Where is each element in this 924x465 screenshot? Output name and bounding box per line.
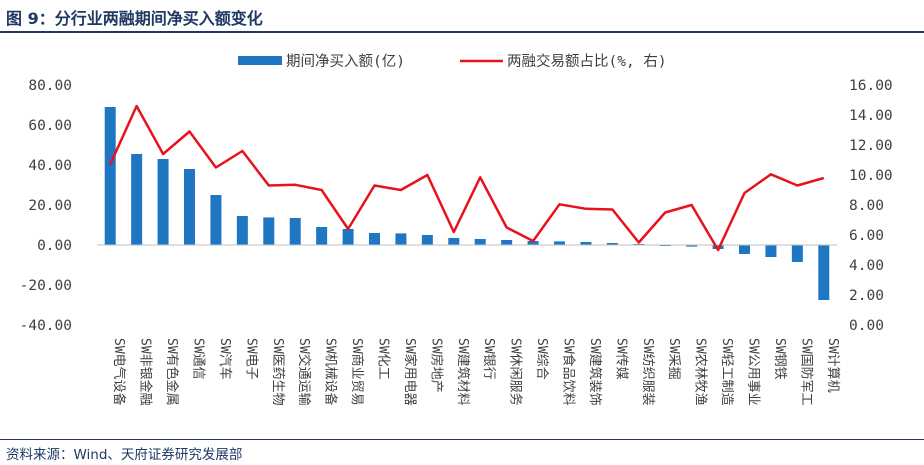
right-tick-label: 16.00 — [849, 78, 893, 94]
left-axis: 80.00 60.00 40.00 20.00 0.00 -20.00 -40.00 — [20, 78, 72, 334]
bar — [739, 245, 750, 254]
bar — [527, 241, 539, 245]
category-label: SW房地产 — [428, 338, 444, 393]
category-label: SW食品饮料 — [561, 338, 577, 406]
legend-bar-swatch — [238, 56, 282, 65]
footer-divider — [0, 439, 924, 440]
chart: 期间净买入额(亿) 两融交易额占比(%, 右) 80.00 60.00 40.00 2… — [20, 52, 893, 406]
category-label: SW汽车 — [217, 338, 233, 380]
bar — [236, 216, 248, 245]
bar — [448, 238, 460, 245]
ratio-line-series — [109, 104, 825, 252]
bar-series — [104, 107, 830, 300]
bar — [606, 243, 618, 245]
right-tick-label: 0.00 — [849, 318, 884, 334]
bar — [686, 245, 698, 247]
right-tick-label: 12.00 — [849, 138, 893, 154]
category-label: SW纺织服装 — [640, 338, 655, 406]
bar — [765, 245, 777, 257]
bar — [263, 217, 275, 245]
bar — [184, 169, 195, 245]
bar — [712, 245, 724, 249]
bar — [289, 218, 301, 245]
bar — [818, 245, 830, 300]
bar — [157, 159, 169, 245]
category-label: SW钢铁 — [772, 338, 787, 380]
legend-line-label: 两融交易额占比(%, 右) — [507, 52, 667, 70]
left-tick-label: -40.00 — [20, 318, 72, 334]
category-label: SW计算机 — [825, 338, 840, 393]
category-labels: SW电气设备 SW非银金融 SW有色金属 SW通信 SW汽车 SW电子 SW医药生物 SW交通… — [111, 338, 840, 406]
category-label: SW银行 — [481, 338, 496, 380]
category-label: SW非银金融 — [138, 338, 154, 406]
category-label: SW家用电器 — [402, 338, 418, 406]
category-label: SW采掘 — [666, 338, 681, 380]
category-label: SW机械设备 — [323, 338, 339, 406]
left-tick-label: 40.00 — [28, 158, 72, 174]
bar — [210, 195, 222, 245]
category-label: SW医药生物 — [270, 338, 285, 406]
category-label: SW有色金属 — [164, 338, 180, 406]
category-label: SW化工 — [376, 338, 391, 380]
category-label: SW通信 — [191, 338, 206, 380]
bar — [554, 241, 565, 245]
category-label: SW轻工制造 — [719, 338, 734, 406]
left-tick-label: -20.00 — [20, 278, 72, 294]
category-label: SW电气设备 — [111, 338, 127, 406]
left-tick-label: 60.00 — [28, 118, 72, 134]
left-tick-label: 0.00 — [37, 238, 72, 254]
bar — [369, 233, 380, 245]
category-label: SW公用事业 — [746, 338, 761, 406]
category-label: SW商业贸易 — [349, 338, 364, 406]
left-tick-label: 80.00 — [28, 78, 72, 94]
bar — [580, 242, 592, 245]
category-label: SW传媒 — [613, 338, 628, 380]
title-divider — [0, 31, 924, 33]
category-label: SW国防军工 — [798, 338, 814, 406]
chart-legend: 期间净买入额(亿) 两融交易额占比(%, 右) — [238, 52, 667, 70]
bar — [395, 233, 407, 245]
right-tick-label: 8.00 — [849, 198, 884, 214]
bar — [791, 245, 803, 262]
right-tick-label: 2.00 — [849, 288, 884, 304]
bar — [104, 107, 116, 245]
right-tick-label: 6.00 — [849, 228, 884, 244]
category-label: SW建筑装饰 — [587, 338, 603, 406]
bar — [501, 240, 513, 245]
category-label: SW综合 — [534, 338, 549, 380]
left-tick-label: 20.00 — [28, 198, 72, 214]
category-label: SW休闲服务 — [508, 338, 524, 406]
right-tick-label: 4.00 — [849, 258, 884, 274]
bar — [421, 235, 433, 245]
category-label: SW农林牧渔 — [693, 338, 708, 406]
right-tick-label: 10.00 — [849, 168, 893, 184]
bar — [316, 227, 328, 245]
figure-title: 图 9：分行业两融期间净买入额变化 — [6, 9, 263, 28]
right-tick-label: 14.00 — [849, 108, 893, 124]
bar — [131, 154, 143, 245]
category-label: SW建筑材料 — [455, 338, 471, 406]
bar — [342, 229, 354, 245]
category-label: SW交通运输 — [296, 338, 312, 406]
right-axis: 16.00 14.00 12.00 10.00 8.00 6.00 4.00 2.00 0.00 — [849, 78, 893, 334]
source-note: 资料来源：Wind、天府证券研究发展部 — [6, 447, 243, 463]
legend-bar-label: 期间净买入额(亿) — [286, 53, 405, 70]
bar — [474, 239, 486, 245]
category-label: SW电子 — [243, 338, 258, 380]
